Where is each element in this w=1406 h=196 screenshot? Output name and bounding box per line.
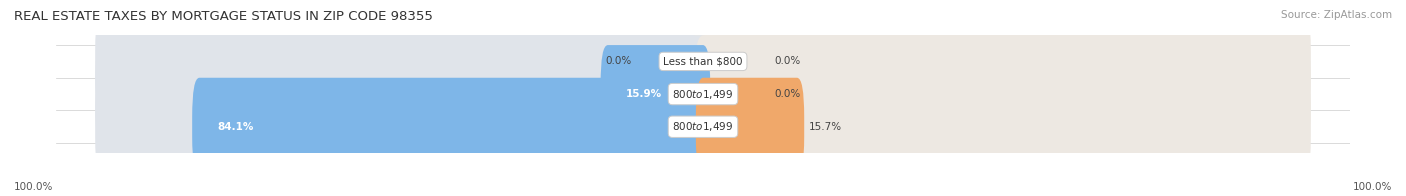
FancyBboxPatch shape xyxy=(695,35,1310,153)
Text: Source: ZipAtlas.com: Source: ZipAtlas.com xyxy=(1281,10,1392,20)
FancyBboxPatch shape xyxy=(96,68,711,186)
Legend: Without Mortgage, With Mortgage: Without Mortgage, With Mortgage xyxy=(588,193,818,196)
FancyBboxPatch shape xyxy=(96,35,711,153)
Text: 84.1%: 84.1% xyxy=(218,122,253,132)
Text: 15.7%: 15.7% xyxy=(808,122,842,132)
Text: 0.0%: 0.0% xyxy=(775,56,801,66)
Text: $800 to $1,499: $800 to $1,499 xyxy=(672,88,734,101)
FancyBboxPatch shape xyxy=(696,78,804,176)
FancyBboxPatch shape xyxy=(600,45,710,143)
FancyBboxPatch shape xyxy=(193,78,710,176)
Text: 0.0%: 0.0% xyxy=(605,56,631,66)
Text: 100.0%: 100.0% xyxy=(14,182,53,192)
Text: 100.0%: 100.0% xyxy=(1353,182,1392,192)
Text: 15.9%: 15.9% xyxy=(626,89,662,99)
Text: $800 to $1,499: $800 to $1,499 xyxy=(672,120,734,133)
Text: Less than $800: Less than $800 xyxy=(664,56,742,66)
Text: 0.0%: 0.0% xyxy=(775,89,801,99)
Text: REAL ESTATE TAXES BY MORTGAGE STATUS IN ZIP CODE 98355: REAL ESTATE TAXES BY MORTGAGE STATUS IN … xyxy=(14,10,433,23)
FancyBboxPatch shape xyxy=(96,3,711,120)
FancyBboxPatch shape xyxy=(695,68,1310,186)
FancyBboxPatch shape xyxy=(695,3,1310,120)
